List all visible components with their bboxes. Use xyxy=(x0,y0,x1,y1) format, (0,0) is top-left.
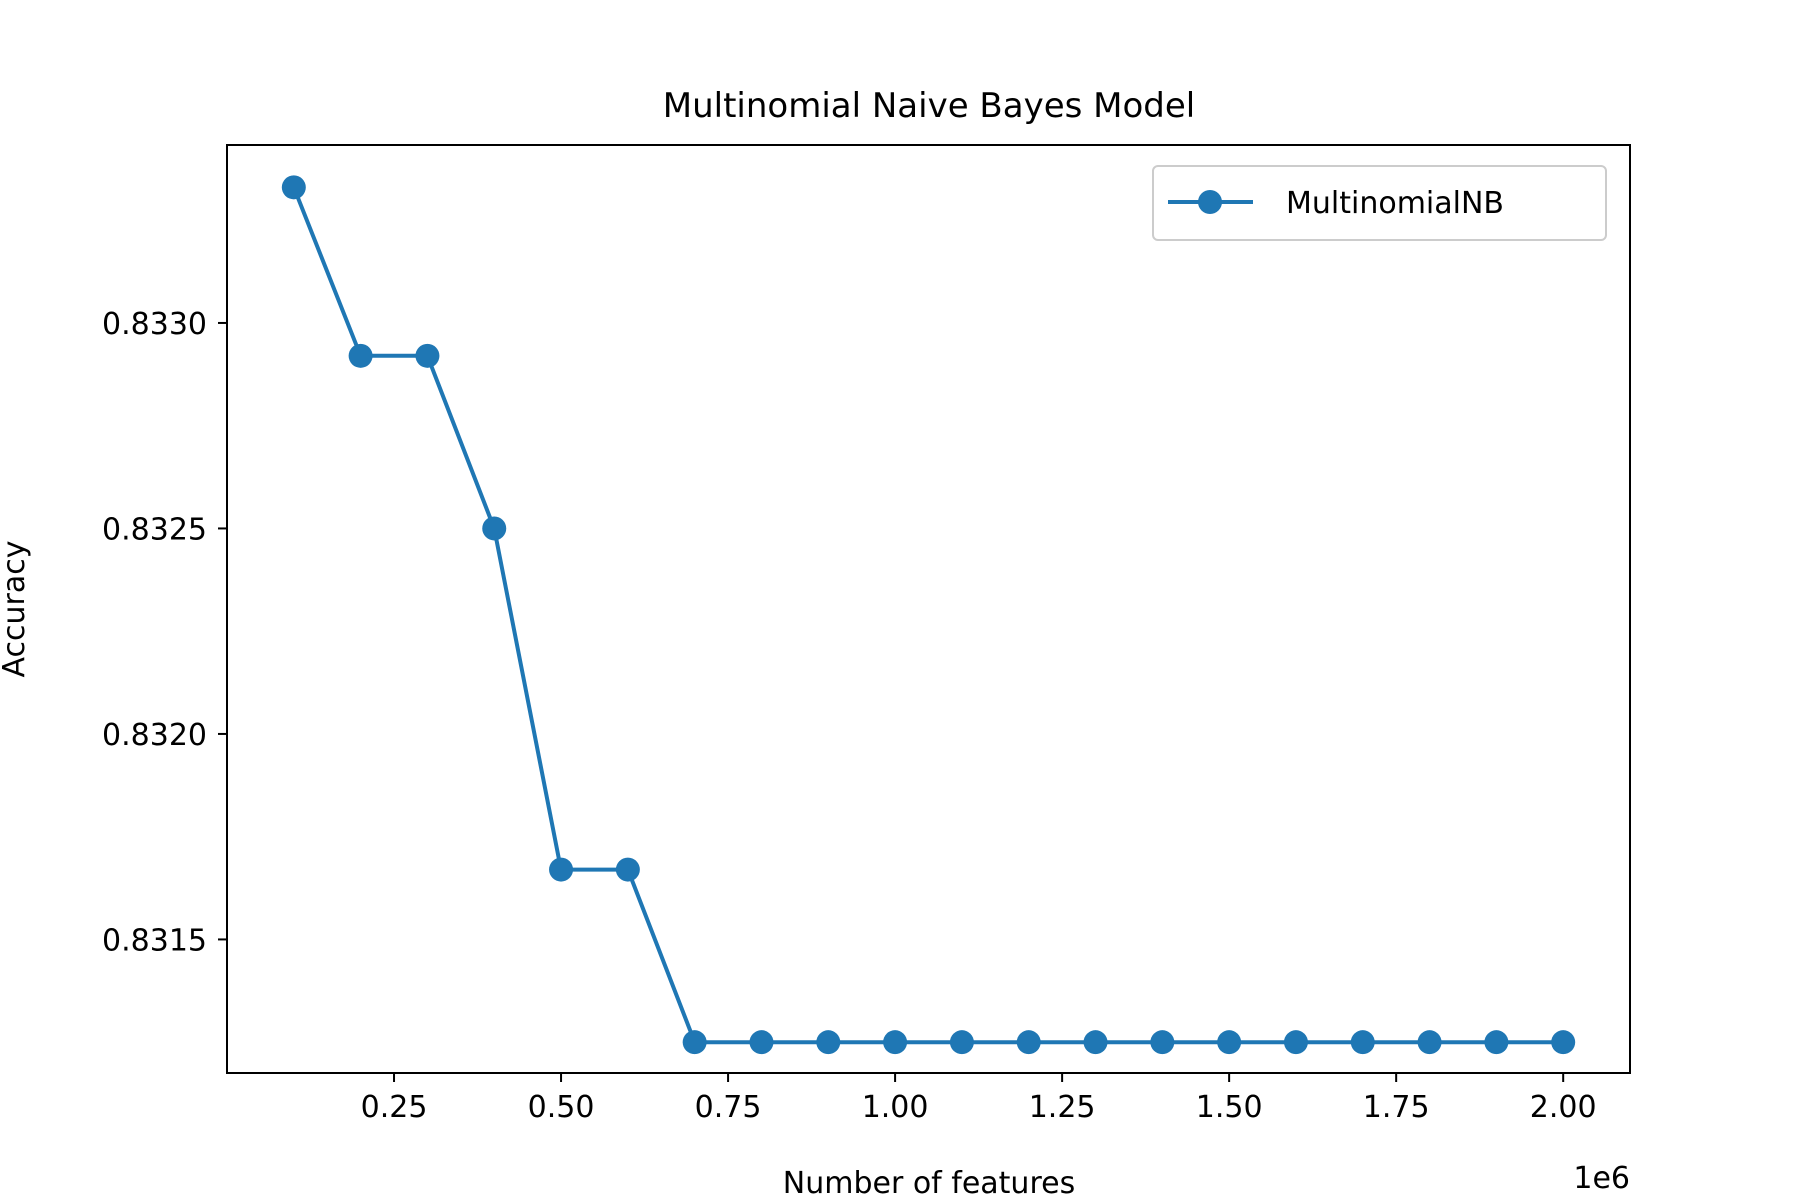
chart-title: Multinomial Naive Bayes Model xyxy=(663,86,1195,126)
plot-area xyxy=(281,175,1576,1055)
y-axis-label: Accuracy xyxy=(0,541,32,678)
legend: MultinomialNB xyxy=(1152,165,1607,241)
x-axis-label: Number of features xyxy=(783,1166,1075,1200)
data-point xyxy=(749,1030,774,1055)
x-tick-label: 1.50 xyxy=(1196,1090,1263,1125)
data-point xyxy=(348,343,373,368)
data-point xyxy=(415,343,440,368)
plot-frame xyxy=(226,144,1631,1074)
series-line xyxy=(291,186,1564,1045)
data-point xyxy=(682,1030,707,1055)
x-tick-label: 0.50 xyxy=(528,1090,595,1125)
legend-box xyxy=(1152,165,1607,241)
data-point xyxy=(281,175,306,200)
data-point xyxy=(1016,1030,1041,1055)
y-tick-label: 0.8330 xyxy=(102,307,207,342)
data-point xyxy=(1283,1030,1308,1055)
y-tick-label: 0.8320 xyxy=(102,718,207,753)
x-axis: 0.25 0.50 0.75 1.00 1.25 1.50 1.75 2.00 xyxy=(361,1073,1597,1125)
data-point xyxy=(883,1030,908,1055)
y-tick-label: 0.8325 xyxy=(102,512,207,547)
legend-point-marker xyxy=(1198,190,1222,214)
data-point xyxy=(1417,1030,1442,1055)
data-point xyxy=(816,1030,841,1055)
data-point xyxy=(1484,1030,1509,1055)
x-tick-label: 2.00 xyxy=(1530,1090,1597,1125)
x-tick-label: 1.00 xyxy=(862,1090,929,1125)
data-point xyxy=(549,857,574,882)
y-tick-label: 0.8315 xyxy=(102,923,207,958)
data-point xyxy=(482,516,507,541)
data-point xyxy=(1083,1030,1108,1055)
x-tick-label: 1.25 xyxy=(1029,1090,1096,1125)
x-axis-offset-label: 1e6 xyxy=(1573,1161,1630,1196)
data-point xyxy=(949,1030,974,1055)
data-point xyxy=(1551,1030,1576,1055)
data-point xyxy=(1217,1030,1242,1055)
x-tick-label: 1.75 xyxy=(1363,1090,1430,1125)
legend-label: MultinomialNB xyxy=(1286,186,1504,221)
x-tick-label: 0.75 xyxy=(695,1090,762,1125)
data-point xyxy=(1150,1030,1175,1055)
x-tick-label: 0.25 xyxy=(361,1090,428,1125)
data-point xyxy=(615,857,640,882)
data-point xyxy=(1350,1030,1375,1055)
y-axis: 0.8315 0.8320 0.8325 0.8330 xyxy=(102,307,227,958)
